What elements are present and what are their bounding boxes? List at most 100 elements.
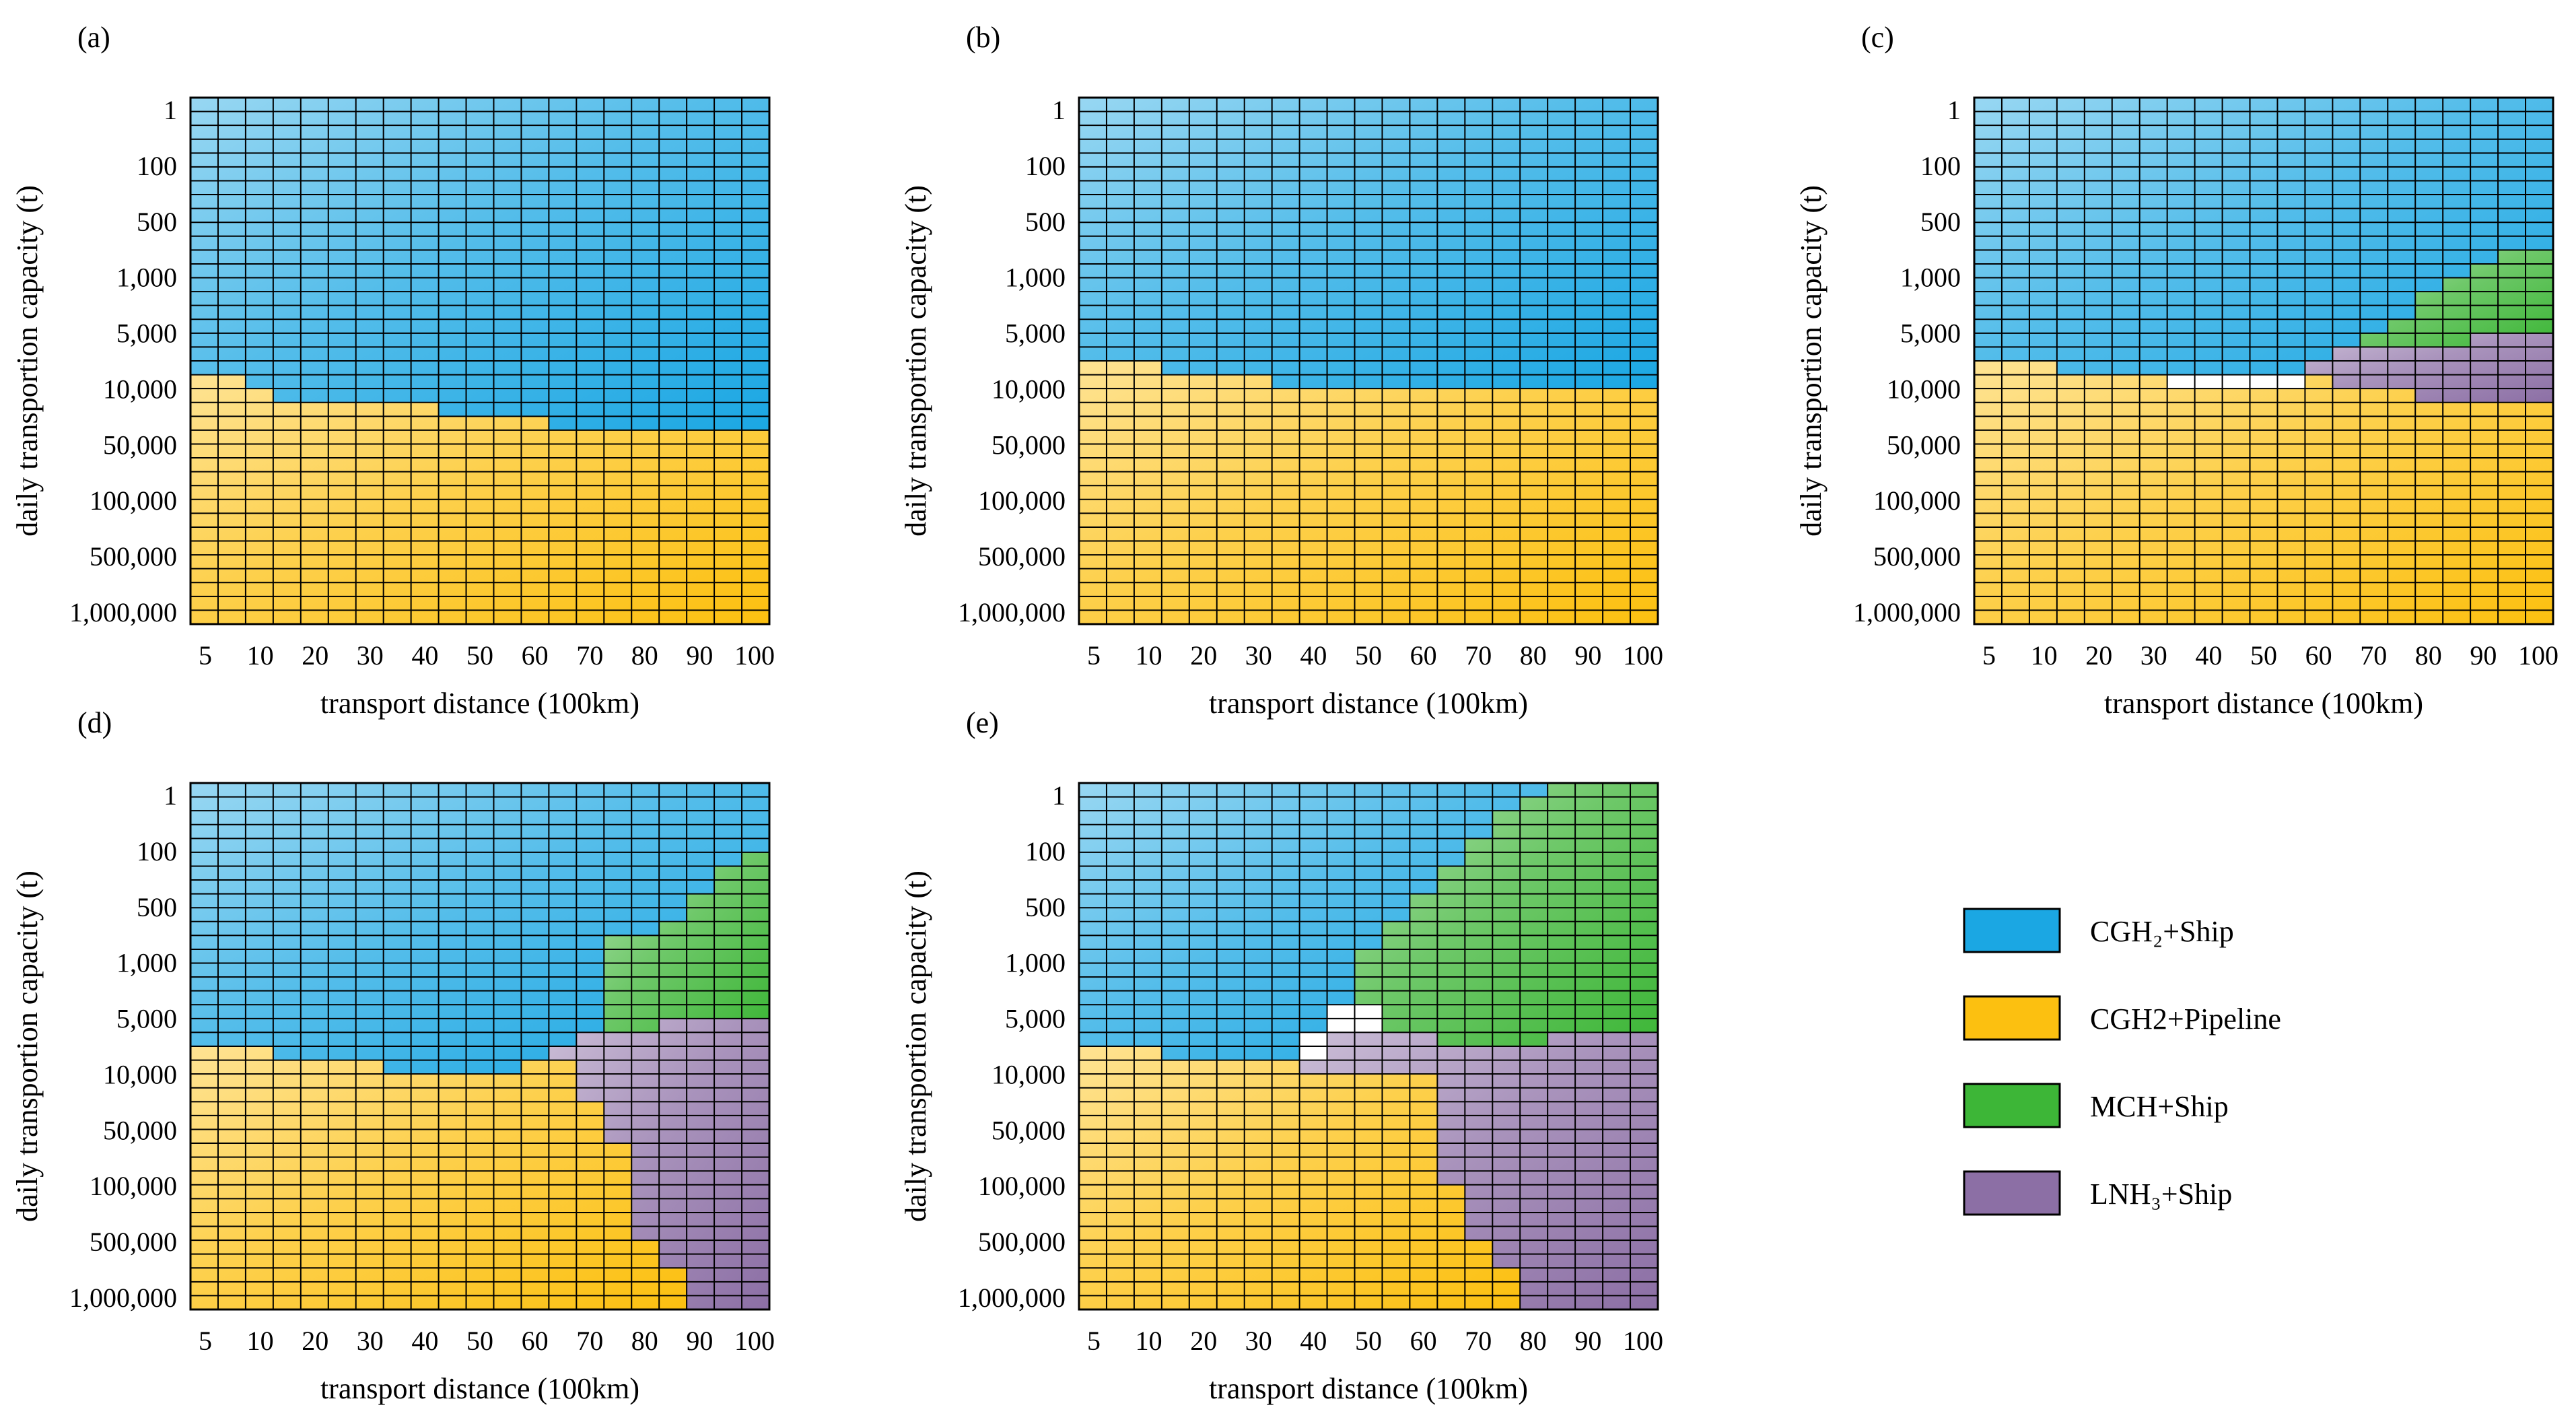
y-tick-label: 500 bbox=[1025, 892, 1066, 922]
legend-swatch bbox=[1963, 995, 2061, 1041]
x-tick-label: 40 bbox=[1300, 1326, 1327, 1356]
x-tick-label: 70 bbox=[1465, 1326, 1492, 1356]
y-tick-label: 100,000 bbox=[978, 1171, 1066, 1201]
panel-label: (e) bbox=[966, 706, 999, 739]
regions bbox=[1079, 98, 1658, 624]
y-tick-label: 500,000 bbox=[978, 541, 1066, 572]
regions bbox=[1974, 98, 2553, 624]
x-tick-label: 5 bbox=[1087, 1326, 1101, 1356]
x-tick-label: 100 bbox=[1623, 1326, 1663, 1356]
legend-item-cgh2_ship: CGH₂+Ship bbox=[1963, 908, 2234, 953]
y-tick-label: 500,000 bbox=[90, 1227, 177, 1257]
x-tick-label: 20 bbox=[2085, 640, 2112, 671]
y-tick-label: 1,000,000 bbox=[958, 597, 1066, 627]
plot-frame bbox=[189, 782, 771, 1311]
x-tick-label: 10 bbox=[2031, 640, 2058, 671]
cell-grid bbox=[1079, 783, 1658, 1310]
y-tick-label: 5,000 bbox=[116, 318, 177, 349]
x-tick-label: 70 bbox=[1465, 640, 1492, 671]
y-tick-label: 50,000 bbox=[991, 1115, 1066, 1145]
y-tick-label: 1,000,000 bbox=[958, 1283, 1066, 1313]
x-tick-label: 100 bbox=[734, 640, 775, 671]
y-tick-label: 500,000 bbox=[978, 1227, 1066, 1257]
x-tick-label: 5 bbox=[1087, 640, 1101, 671]
y-tick-label: 500 bbox=[1920, 207, 1961, 237]
region-lnh3_ship bbox=[2305, 333, 2553, 403]
x-tick-label: 30 bbox=[2140, 640, 2167, 671]
x-tick-label: 80 bbox=[1520, 640, 1547, 671]
region-cgh2_ship bbox=[1079, 98, 1658, 389]
panel-d: (d) 1 100 500 1,000 5,000 10,000 50,000 100,000 5… bbox=[11, 706, 775, 1405]
x-tick-label: 20 bbox=[1190, 640, 1217, 671]
x-tick-label: 10 bbox=[1136, 1326, 1162, 1356]
legend-item-lnh3_ship: LNH₃+Ship bbox=[1963, 1170, 2232, 1216]
x-tick-label: 90 bbox=[2470, 640, 2497, 671]
y-tick-label: 1,000,000 bbox=[1853, 597, 1961, 627]
plot-frame bbox=[1973, 96, 2554, 625]
x-tick-label: 50 bbox=[1355, 640, 1382, 671]
region-mch_ship bbox=[2360, 250, 2553, 347]
x-axis-title: transport distance (100km) bbox=[1209, 1372, 1528, 1405]
x-tick-label: 70 bbox=[2360, 640, 2387, 671]
y-tick-label: 10,000 bbox=[991, 1059, 1066, 1089]
legend-label: CGH2+Pipeline bbox=[2090, 1002, 2281, 1035]
x-tick-label: 90 bbox=[686, 640, 713, 671]
y-tick-label: 100 bbox=[137, 836, 177, 866]
y-tick-label: 1,000,000 bbox=[69, 1283, 177, 1313]
x-tick-label: 60 bbox=[1410, 1326, 1437, 1356]
legend-label: LNH₃+Ship bbox=[2090, 1178, 2232, 1211]
y-tick-label: 10,000 bbox=[1887, 374, 1961, 404]
y-tick-label: 10,000 bbox=[991, 374, 1066, 404]
x-tick-label: 80 bbox=[2415, 640, 2442, 671]
panel-label: (d) bbox=[77, 706, 112, 739]
x-axis-title: transport distance (100km) bbox=[2104, 687, 2423, 720]
y-tick-label: 1 bbox=[1947, 95, 1961, 125]
y-tick-label: 50,000 bbox=[103, 430, 177, 460]
region-mch_ship bbox=[1354, 783, 1658, 1046]
y-tick-label: 1,000 bbox=[1005, 263, 1066, 293]
cell-grid bbox=[1079, 98, 1658, 624]
region-cgh2_pipeline bbox=[1079, 361, 1658, 624]
panel-label: (b) bbox=[966, 21, 1000, 54]
x-tick-label: 10 bbox=[1136, 640, 1162, 671]
x-tick-label: 100 bbox=[2518, 640, 2558, 671]
x-tick-label: 100 bbox=[1623, 640, 1663, 671]
y-tick-label: 1,000 bbox=[1900, 263, 1961, 293]
x-tick-label: 70 bbox=[576, 1326, 603, 1356]
panel-a: (a) 1 100 500 1,000 5,000 10,000 50,000 100,000 5… bbox=[11, 21, 775, 720]
legend-swatch bbox=[1963, 1083, 2061, 1128]
x-tick-label: 80 bbox=[631, 640, 658, 671]
x-tick-label: 40 bbox=[1300, 640, 1327, 671]
x-tick-label: 100 bbox=[734, 1326, 775, 1356]
y-tick-label: 5,000 bbox=[1900, 318, 1961, 349]
y-tick-label: 1,000 bbox=[116, 263, 177, 293]
y-tick-label: 100,000 bbox=[1873, 485, 1961, 516]
panel-b: (b) 1 100 500 1,000 5,000 10,000 50,000 100,000 5… bbox=[899, 21, 1663, 720]
y-tick-label: 500 bbox=[137, 892, 177, 922]
y-tick-label: 10,000 bbox=[103, 1059, 177, 1089]
x-axis-title: transport distance (100km) bbox=[1209, 687, 1528, 720]
x-tick-label: 60 bbox=[2305, 640, 2332, 671]
y-tick-label: 100 bbox=[137, 151, 177, 181]
x-tick-label: 30 bbox=[1245, 640, 1272, 671]
y-tick-label: 1,000,000 bbox=[69, 597, 177, 627]
y-tick-label: 100,000 bbox=[90, 485, 177, 516]
x-tick-label: 10 bbox=[247, 640, 274, 671]
cell-grid bbox=[190, 783, 769, 1310]
y-tick-label: 500,000 bbox=[1873, 541, 1961, 572]
plot-frame bbox=[1078, 782, 1659, 1311]
x-tick-label: 80 bbox=[631, 1326, 658, 1356]
x-tick-label: 30 bbox=[1245, 1326, 1272, 1356]
y-tick-label: 5,000 bbox=[1005, 318, 1066, 349]
plot-frame bbox=[1078, 96, 1659, 625]
y-tick-label: 1 bbox=[164, 95, 177, 125]
legend-item-cgh2_pipeline: CGH2+Pipeline bbox=[1963, 995, 2281, 1041]
y-axis-title: daily transportion capacity (t) bbox=[899, 871, 932, 1222]
region-cgh2_ship bbox=[1974, 98, 2553, 389]
x-axis-title: transport distance (100km) bbox=[320, 1372, 639, 1405]
x-tick-label: 80 bbox=[1520, 1326, 1547, 1356]
legend-item-mch_ship: MCH+Ship bbox=[1963, 1083, 2229, 1128]
cell-grid bbox=[1974, 98, 2553, 624]
x-tick-label: 5 bbox=[1982, 640, 1996, 671]
x-tick-label: 40 bbox=[411, 1326, 438, 1356]
